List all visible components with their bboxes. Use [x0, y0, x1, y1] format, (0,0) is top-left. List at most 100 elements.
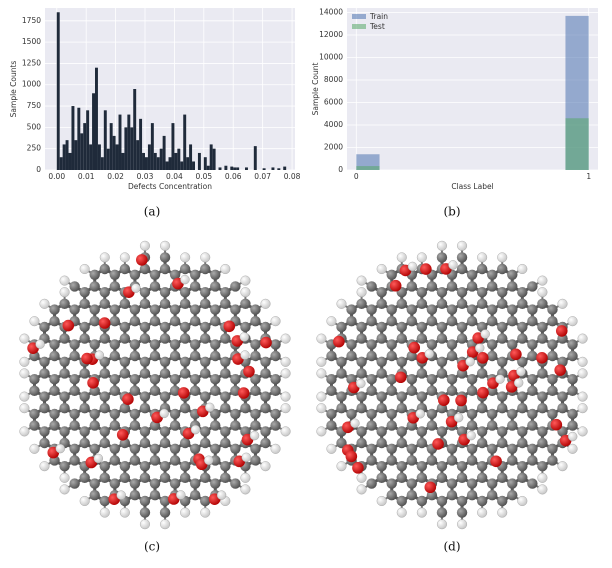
carbon-atom — [159, 321, 171, 333]
carbon-atom — [346, 408, 357, 420]
carbon-atom — [446, 478, 458, 489]
carbon-atom — [159, 426, 171, 437]
hydrogen-atom — [497, 252, 508, 263]
hydrogen-atom — [474, 343, 485, 353]
hydrogen-atom — [326, 316, 337, 327]
carbon-atom — [109, 478, 121, 489]
carbon-atom — [376, 426, 387, 437]
hydrogen-atom — [59, 484, 70, 495]
carbon-atom — [159, 287, 171, 298]
carbon-atom — [230, 304, 241, 315]
carbon-atom — [179, 368, 191, 379]
carbon-atom — [466, 490, 478, 501]
bar — [59, 157, 63, 170]
hydrogen-atom — [39, 461, 50, 472]
carbon-atom — [149, 304, 161, 315]
carbon-atom — [49, 408, 60, 420]
carbon-atom — [497, 391, 508, 402]
carbon-atom — [129, 385, 141, 396]
carbon-atom — [416, 472, 428, 483]
carbon-atom — [200, 437, 211, 449]
y-tick-label: 8000 — [324, 75, 343, 84]
carbon-atom — [169, 339, 181, 350]
carbon-atom — [476, 287, 488, 298]
hydrogen-atom — [356, 472, 367, 483]
bar — [112, 135, 116, 170]
bar — [209, 144, 213, 170]
carbon-atom — [129, 478, 141, 489]
carbon-atom — [89, 408, 100, 420]
carbon-atom — [260, 321, 271, 333]
carbon-atom — [200, 321, 211, 333]
bar — [95, 67, 98, 170]
carbon-atom — [220, 391, 231, 402]
hydrogen-atom — [240, 350, 250, 360]
carbon-atom — [376, 461, 387, 472]
carbon-atom — [149, 350, 161, 362]
bar — [89, 144, 93, 170]
bar — [115, 144, 119, 170]
carbon-atom — [386, 350, 397, 362]
carbon-atom — [99, 263, 110, 275]
carbon-atom — [250, 455, 261, 466]
carbon-atom — [250, 339, 261, 350]
hydrogen-atom — [356, 287, 367, 298]
carbon-atom — [436, 472, 448, 483]
bar — [212, 148, 216, 170]
hydrogen-atom — [280, 391, 291, 402]
carbon-atom — [169, 408, 181, 420]
hydrogen-atom — [376, 496, 387, 507]
carbon-atom — [220, 437, 231, 449]
x-tick-label: 0 — [354, 172, 359, 181]
carbon-atom — [396, 391, 407, 402]
carbon-atom — [416, 495, 428, 507]
carbon-atom — [109, 455, 121, 466]
hydrogen-atom — [316, 356, 327, 367]
carbon-atom — [230, 281, 241, 292]
carbon-atom — [396, 437, 407, 449]
carbon-atom — [456, 263, 468, 275]
bar — [283, 166, 287, 170]
carbon-atom — [476, 403, 488, 414]
carbon-atom — [396, 472, 407, 483]
carbon-atom — [210, 304, 221, 315]
carbon-atom — [159, 333, 171, 344]
hydrogen-atom — [356, 484, 367, 495]
hydrogen-atom — [537, 275, 548, 286]
carbon-atom — [159, 391, 171, 402]
carbon-atom — [426, 374, 438, 385]
carbon-atom — [376, 472, 387, 483]
hydrogen-atom — [466, 430, 476, 441]
carbon-atom — [59, 356, 70, 367]
x-tick-label: 0.02 — [107, 172, 124, 181]
carbon-atom — [79, 472, 90, 483]
hydrogen-atom — [216, 490, 227, 500]
carbon-atom — [270, 374, 281, 385]
carbon-atom — [436, 287, 448, 298]
carbon-atom — [497, 321, 508, 333]
carbon-atom — [149, 490, 161, 501]
y-axis-label: Sample Counts — [9, 61, 18, 118]
carbon-atom — [250, 350, 261, 362]
carbon-atom — [366, 304, 377, 315]
carbon-atom — [189, 478, 201, 489]
carbon-atom — [49, 350, 60, 362]
carbon-atom — [99, 298, 110, 309]
carbon-atom — [336, 368, 347, 379]
x-tick-label: 0.01 — [78, 172, 95, 181]
carbon-atom — [139, 321, 151, 333]
carbon-atom — [89, 269, 100, 280]
carbon-atom — [250, 443, 261, 454]
hydrogen-atom — [205, 402, 215, 413]
carbon-atom — [139, 333, 151, 344]
carbon-atom — [426, 304, 438, 315]
carbon-atom — [446, 316, 458, 327]
carbon-atom — [426, 316, 438, 327]
carbon-atom — [456, 321, 468, 333]
carbon-atom — [49, 374, 60, 385]
carbon-atom — [336, 403, 347, 414]
hydrogen-atom — [200, 252, 211, 263]
carbon-atom — [260, 437, 271, 449]
carbon-atom — [366, 281, 377, 292]
x-tick-label: 0.07 — [254, 172, 271, 181]
